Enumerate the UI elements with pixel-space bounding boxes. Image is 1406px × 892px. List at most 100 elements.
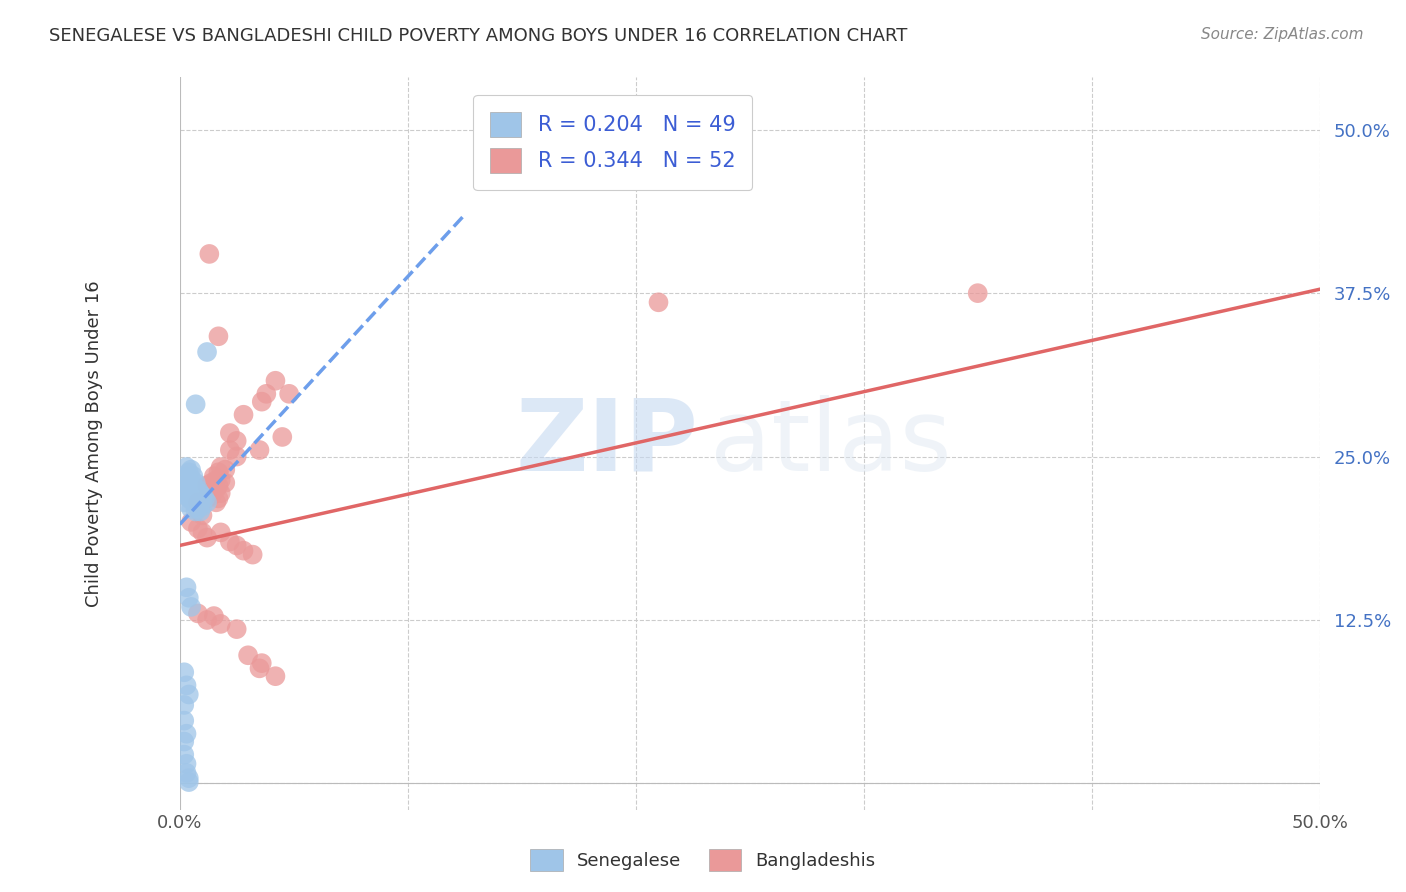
Point <box>207 329 229 343</box>
Point <box>177 775 200 789</box>
Y-axis label: Child Poverty Among Boys Under 16: Child Poverty Among Boys Under 16 <box>86 280 103 607</box>
Point <box>177 491 200 506</box>
Point <box>180 482 202 496</box>
Point <box>209 486 232 500</box>
Point <box>214 475 236 490</box>
Point <box>184 397 207 411</box>
Point <box>173 734 195 748</box>
Point <box>176 678 198 692</box>
Point <box>225 622 247 636</box>
Point <box>187 521 209 535</box>
Point <box>187 607 209 621</box>
Point <box>173 698 195 712</box>
Point <box>250 394 273 409</box>
Point <box>214 462 236 476</box>
Point <box>195 531 218 545</box>
Point <box>207 491 229 506</box>
Text: ZIP: ZIP <box>516 395 699 492</box>
Point <box>205 495 228 509</box>
Point <box>180 462 202 476</box>
Point <box>184 475 207 490</box>
Point <box>198 247 221 261</box>
Point <box>176 580 198 594</box>
Point <box>209 460 232 475</box>
Point <box>205 473 228 487</box>
Point <box>177 475 200 490</box>
Point <box>225 434 247 448</box>
Point <box>177 688 200 702</box>
Point <box>225 539 247 553</box>
Point <box>201 489 224 503</box>
Point <box>188 504 211 518</box>
Text: SENEGALESE VS BANGLADESHI CHILD POVERTY AMONG BOYS UNDER 16 CORRELATION CHART: SENEGALESE VS BANGLADESHI CHILD POVERTY … <box>49 27 908 45</box>
Point <box>177 771 200 785</box>
Point <box>173 665 195 680</box>
Point <box>207 465 229 479</box>
Point <box>180 515 202 529</box>
Point <box>218 425 240 440</box>
Point <box>180 472 202 486</box>
Point <box>264 669 287 683</box>
Point <box>966 286 988 301</box>
Point <box>264 374 287 388</box>
Point <box>176 756 198 771</box>
Point <box>278 386 301 401</box>
Point <box>191 489 214 503</box>
Point <box>180 501 202 516</box>
Point <box>249 443 271 458</box>
Point <box>202 609 225 624</box>
Point <box>180 599 202 614</box>
Point <box>250 656 273 670</box>
Point <box>173 495 195 509</box>
Point <box>183 489 205 503</box>
Point <box>176 469 198 483</box>
Point <box>177 482 200 496</box>
Point <box>207 478 229 492</box>
Point <box>187 482 209 496</box>
Point <box>218 534 240 549</box>
Point <box>195 613 218 627</box>
Text: Source: ZipAtlas.com: Source: ZipAtlas.com <box>1201 27 1364 42</box>
Point <box>191 525 214 540</box>
Point <box>249 661 271 675</box>
Point <box>176 766 198 780</box>
Point <box>188 486 211 500</box>
Point <box>176 460 198 475</box>
Point <box>194 491 217 506</box>
Point <box>183 469 205 483</box>
Point <box>183 478 205 492</box>
Point <box>173 714 195 728</box>
Point <box>218 443 240 458</box>
Point <box>176 489 198 503</box>
Point <box>647 295 669 310</box>
Point <box>195 495 218 509</box>
Point <box>202 469 225 483</box>
Point <box>209 616 232 631</box>
Point <box>195 345 218 359</box>
Point <box>183 495 205 509</box>
Point <box>176 727 198 741</box>
Point <box>201 475 224 490</box>
Point <box>195 478 218 492</box>
Point <box>225 450 247 464</box>
Point <box>195 491 218 506</box>
Point <box>173 478 195 492</box>
Point <box>184 495 207 509</box>
Point <box>209 525 232 540</box>
Point <box>184 486 207 500</box>
Point <box>173 747 195 762</box>
Text: atlas: atlas <box>710 395 952 492</box>
Point <box>180 491 202 506</box>
Point <box>271 430 294 444</box>
Point <box>209 473 232 487</box>
Point <box>236 648 259 663</box>
Point <box>187 501 209 516</box>
Point <box>191 500 214 514</box>
Point <box>177 591 200 605</box>
Point <box>187 495 209 509</box>
Point <box>242 548 264 562</box>
Point <box>254 386 277 401</box>
Point <box>187 491 209 506</box>
Point <box>188 495 211 509</box>
Point <box>205 482 228 496</box>
